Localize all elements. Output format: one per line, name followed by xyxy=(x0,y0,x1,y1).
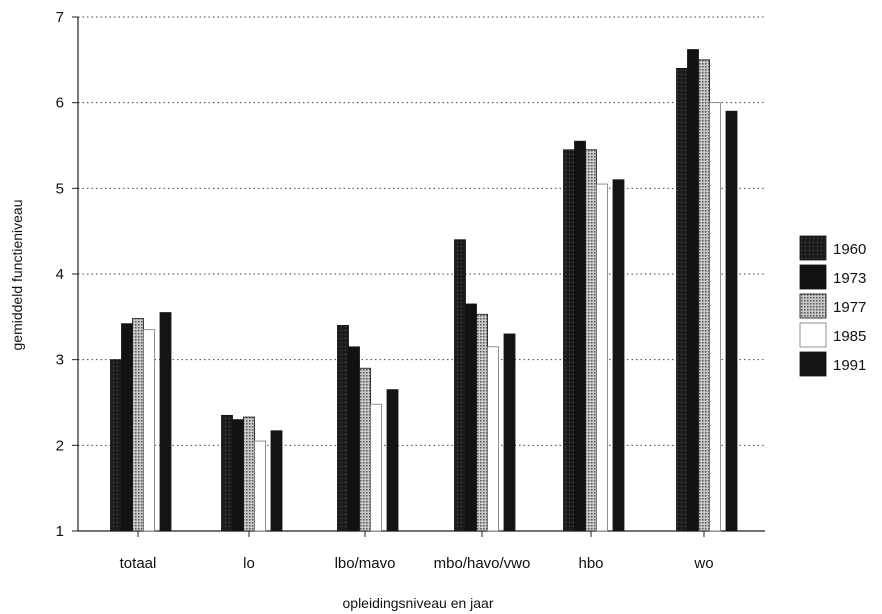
bar-1960-lbo-mavo xyxy=(337,324,349,532)
y-tick-label: 2 xyxy=(56,437,64,454)
legend-label-1973: 1973 xyxy=(833,270,866,287)
bar-1973-wo xyxy=(687,49,699,532)
bar-1991-lbo-mavo xyxy=(386,389,399,532)
bar-1985-lbo-mavo xyxy=(370,403,382,532)
y-tick-label: 1 xyxy=(56,523,64,540)
bar-1960-lo xyxy=(221,414,233,532)
bar-1960-mbo-havo-vwo xyxy=(454,239,466,532)
bar-1977-lbo-mavo xyxy=(359,367,371,532)
bar-1985-lo xyxy=(254,440,266,532)
bar-1960-wo xyxy=(676,68,688,532)
bar-1973-totaal xyxy=(121,323,133,532)
bar-1973-lbo-mavo xyxy=(348,346,360,532)
bar-1991-mbo-havo-vwo xyxy=(503,333,516,532)
bar-1985-hbo xyxy=(596,183,608,532)
bar-1977-totaal xyxy=(132,318,144,532)
x-tick-label: lbo/mavo xyxy=(335,555,396,572)
x-axis-title: opleidingsniveau en jaar xyxy=(343,595,494,611)
y-axis-title: gemiddeld functieniveau xyxy=(9,200,25,351)
x-tick-label: totaal xyxy=(120,555,157,572)
y-tick-label: 3 xyxy=(56,352,64,369)
x-tick-label: wo xyxy=(693,555,713,572)
bar-1973-mbo-havo-vwo xyxy=(465,303,477,532)
x-tick-label: mbo/havo/vwo xyxy=(434,555,531,572)
bar-1985-totaal xyxy=(143,329,155,532)
legend-label-1991: 1991 xyxy=(833,357,866,374)
bar-1973-hbo xyxy=(574,140,586,532)
bar-1960-hbo xyxy=(563,149,575,532)
y-tick-label: 6 xyxy=(56,95,64,112)
legend-swatch-1977 xyxy=(799,293,827,319)
y-tick-label: 5 xyxy=(56,180,64,197)
gridlines xyxy=(72,16,765,532)
y-tick-label: 7 xyxy=(56,9,64,26)
x-tick-label: lo xyxy=(243,555,255,572)
bar-1991-totaal xyxy=(159,312,172,532)
legend-label-1985: 1985 xyxy=(833,328,866,345)
bar-1977-mbo-havo-vwo xyxy=(476,313,488,532)
bar-1977-hbo xyxy=(585,149,597,532)
bar-1985-mbo-havo-vwo xyxy=(487,346,499,532)
legend-swatch-1960 xyxy=(799,235,827,261)
legend-label-1960: 1960 xyxy=(833,241,866,258)
y-tick-labels: 1 2 3 4 5 6 7 xyxy=(56,9,64,540)
bar-1991-hbo xyxy=(612,179,625,532)
bar-1960-totaal xyxy=(110,359,122,532)
axes xyxy=(77,17,765,532)
legend-swatch-1991 xyxy=(799,351,827,377)
bar-1991-lo xyxy=(270,430,283,532)
legend: 1960 1973 1977 1985 1991 xyxy=(799,235,866,377)
legend-swatch-1985 xyxy=(799,322,827,348)
bar-1985-wo xyxy=(709,102,721,532)
legend-swatch-1973 xyxy=(799,264,827,290)
y-tick-label: 4 xyxy=(56,266,64,283)
bar-1977-wo xyxy=(698,59,710,532)
x-tick-label: hbo xyxy=(578,555,603,572)
bar-1973-lo xyxy=(232,419,244,532)
bar-1991-wo xyxy=(725,110,738,532)
x-tick-labels: totaal lo lbo/mavo mbo/havo/vwo hbo wo xyxy=(120,531,714,572)
bar-1977-lo xyxy=(243,416,255,532)
legend-label-1977: 1977 xyxy=(833,299,866,316)
bars xyxy=(110,49,738,532)
